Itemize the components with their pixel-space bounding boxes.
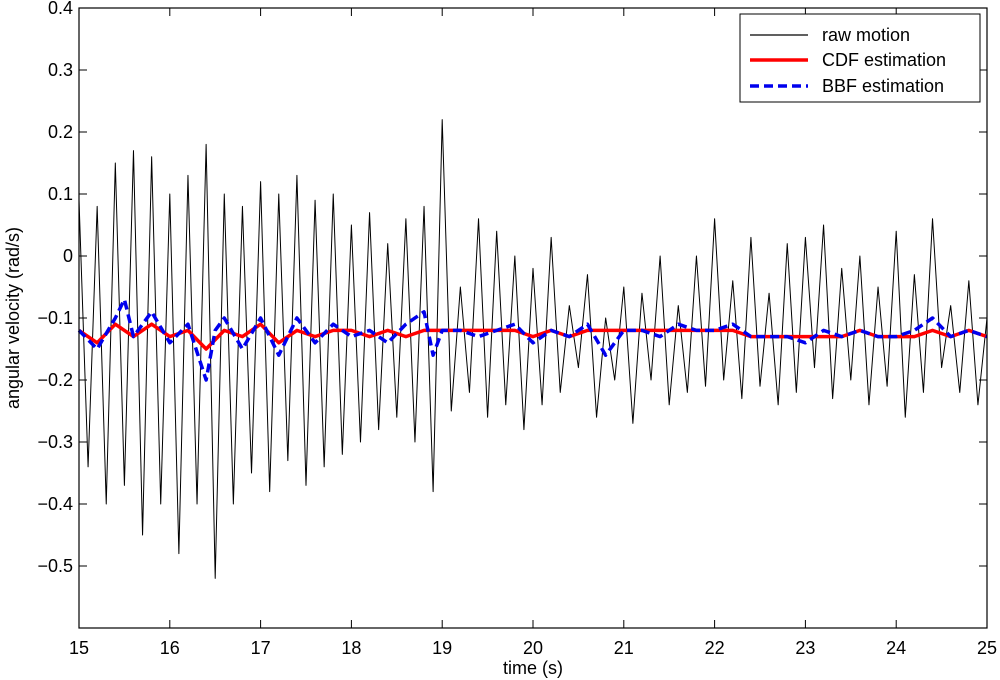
y-tick-label: −0.2: [37, 370, 73, 390]
legend-label-bbf: BBF estimation: [822, 76, 944, 96]
y-tick-label: −0.3: [37, 432, 73, 452]
x-tick-label: 17: [251, 638, 271, 658]
x-tick-label: 19: [432, 638, 452, 658]
y-tick-label: −0.5: [37, 556, 73, 576]
y-axis: 0.4 0.3 0.2 0.1 0 −0.1 −0.2 −0.3 −0.4 −0.5: [37, 0, 987, 629]
x-tick-label: 24: [886, 638, 906, 658]
x-tick-label: 21: [614, 638, 634, 658]
x-tick-label: 16: [160, 638, 180, 658]
legend-label-raw-motion: raw motion: [822, 25, 910, 45]
x-tick-label: 15: [69, 638, 89, 658]
x-axis-label: time (s): [503, 658, 563, 678]
x-tick-label: 25: [977, 638, 997, 658]
legend-label-cdf: CDF estimation: [822, 50, 946, 70]
x-tick-label: 22: [705, 638, 725, 658]
y-tick-label: 0.4: [48, 0, 73, 18]
y-tick-label: −0.4: [37, 494, 73, 514]
plot-lines: [77, 119, 988, 579]
x-tick-label: 20: [523, 638, 543, 658]
y-tick-label: 0: [63, 246, 73, 266]
y-tick-label: 0.3: [48, 60, 73, 80]
bbf-estimation-line: [77, 297, 988, 382]
cdf-estimation-line: [78, 322, 988, 351]
raw-motion-line: [78, 119, 988, 579]
legend: raw motion CDF estimation BBF estimation: [739, 13, 981, 103]
y-axis-label: angular velocity (rad/s): [3, 227, 23, 409]
y-tick-label: 0.2: [48, 122, 73, 142]
y-tick-label: −0.1: [37, 308, 73, 328]
x-tick-label: 23: [795, 638, 815, 658]
x-tick-label: 18: [341, 638, 361, 658]
y-tick-label: 0.1: [48, 184, 73, 204]
x-axis: 15 16 17 18 19 20 21 22 23 24 25: [69, 8, 997, 658]
